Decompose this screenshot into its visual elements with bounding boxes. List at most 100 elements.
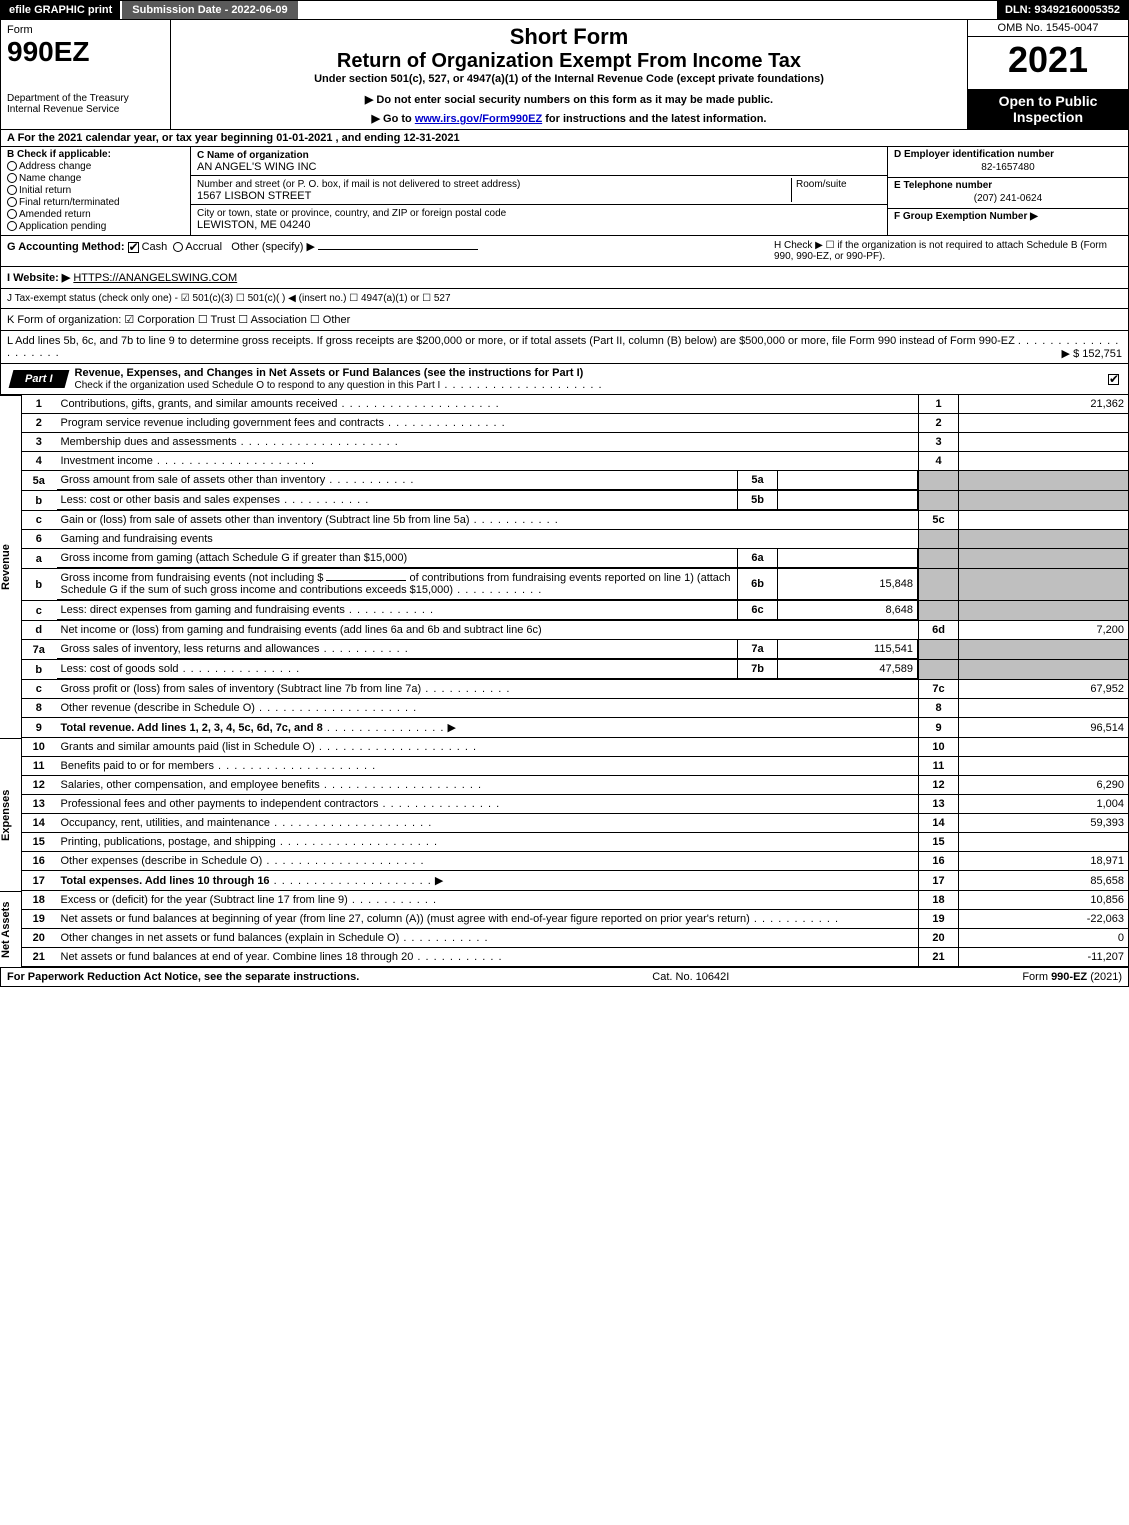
line13-desc: Professional fees and other payments to … [61, 798, 379, 810]
line9-desc: Total revenue. Add lines 1, 2, 3, 4, 5c,… [61, 722, 323, 734]
line6c-desc: Less: direct expenses from gaming and fu… [61, 604, 345, 616]
line5a-desc: Gross amount from sale of assets other t… [61, 474, 326, 486]
row-gh: G Accounting Method: Cash Accrual Other … [0, 236, 1129, 267]
col-def: D Employer identification number 82-1657… [888, 147, 1128, 236]
line1-desc: Contributions, gifts, grants, and simila… [61, 398, 338, 410]
ein-value: 82-1657480 [888, 160, 1128, 178]
org-street: 1567 LISBON STREET [197, 190, 311, 202]
row-j-tax-exempt: J Tax-exempt status (check only one) - ☑… [0, 289, 1129, 309]
line12-value: 6,290 [959, 776, 1129, 795]
revenue-section: Revenue 1Contributions, gifts, grants, a… [0, 395, 1129, 738]
line8-desc: Other revenue (describe in Schedule O) [61, 702, 255, 714]
dept-treasury: Department of the Treasury [7, 93, 129, 104]
row-i-website: I Website: ▶ HTTPS://ANANGELSWING.COM [0, 267, 1129, 289]
room-label: Room/suite [796, 179, 847, 190]
line6d-value: 7,200 [959, 621, 1129, 640]
line4-desc: Investment income [61, 455, 153, 467]
i-label: I Website: ▶ [7, 272, 70, 284]
chk-cash[interactable] [128, 242, 139, 253]
line21-value: -11,207 [959, 948, 1129, 967]
chk-amended-return[interactable] [7, 209, 17, 219]
part1-subtitle: Check if the organization used Schedule … [75, 380, 441, 391]
topbar: efile GRAPHIC print Submission Date - 20… [0, 0, 1129, 20]
omb-number: OMB No. 1545-0047 [968, 20, 1128, 37]
l-text: L Add lines 5b, 6c, and 7b to line 9 to … [7, 335, 1015, 347]
line18-desc: Excess or (deficit) for the year (Subtra… [61, 894, 348, 906]
line6b-desc1: Gross income from fundraising events (no… [61, 572, 324, 584]
chk-schedule-o[interactable] [1108, 374, 1119, 385]
expenses-sidebar: Expenses [0, 738, 22, 891]
line5b-desc: Less: cost or other basis and sales expe… [61, 494, 281, 506]
line7c-desc: Gross profit or (loss) from sales of inv… [61, 683, 422, 695]
dln: DLN: 93492160005352 [997, 1, 1128, 19]
city-label: City or town, state or province, country… [197, 208, 506, 219]
line19-desc: Net assets or fund balances at beginning… [61, 913, 750, 925]
under-section: Under section 501(c), 527, or 4947(a)(1)… [177, 73, 961, 85]
col-c-org: C Name of organization AN ANGEL'S WING I… [191, 147, 888, 236]
line16-value: 18,971 [959, 852, 1129, 871]
expenses-section: Expenses 10Grants and similar amounts pa… [0, 738, 1129, 891]
l-amount: ▶ $ 152,751 [1062, 347, 1122, 360]
revenue-sidebar: Revenue [0, 395, 22, 738]
chk-initial-return[interactable] [7, 185, 17, 195]
netassets-section: Net Assets 18Excess or (deficit) for the… [0, 891, 1129, 967]
line19-value: -22,063 [959, 910, 1129, 929]
chk-accrual[interactable] [173, 242, 183, 252]
line9-value: 96,514 [959, 718, 1129, 738]
line7c-value: 67,952 [959, 680, 1129, 699]
line16-desc: Other expenses (describe in Schedule O) [61, 855, 263, 867]
netassets-table: 18Excess or (deficit) for the year (Subt… [22, 891, 1129, 967]
line17-desc: Total expenses. Add lines 10 through 16 [61, 875, 270, 887]
title-short-form: Short Form [177, 24, 961, 50]
line7b-value: 47,589 [778, 660, 918, 679]
efile-print[interactable]: efile GRAPHIC print [1, 1, 120, 19]
line11-desc: Benefits paid to or for members [61, 760, 214, 772]
line6-desc: Gaming and fundraising events [56, 530, 919, 549]
chk-application-pending[interactable] [7, 221, 17, 231]
chk-final-return[interactable] [7, 197, 17, 207]
line6d-desc: Net income or (loss) from gaming and fun… [61, 624, 542, 636]
line2-desc: Program service revenue including govern… [61, 417, 384, 429]
irs-link[interactable]: www.irs.gov/Form990EZ [415, 113, 542, 125]
line6b-value: 15,848 [778, 569, 918, 600]
line7a-desc: Gross sales of inventory, less returns a… [61, 643, 320, 655]
line20-value: 0 [959, 929, 1129, 948]
footer-left: For Paperwork Reduction Act Notice, see … [7, 971, 359, 983]
revenue-table: 1Contributions, gifts, grants, and simil… [22, 395, 1129, 738]
line7a-value: 115,541 [778, 640, 918, 659]
d-ein-label: D Employer identification number [894, 149, 1122, 160]
row-k-form-org: K Form of organization: ☑ Corporation ☐ … [0, 309, 1129, 331]
submission-date: Submission Date - 2022-06-09 [120, 1, 297, 19]
form-number: 990EZ [7, 36, 90, 67]
line7b-desc: Less: cost of goods sold [61, 663, 179, 675]
ssn-warning: ▶ Do not enter social security numbers o… [177, 93, 961, 106]
b-header: B Check if applicable: [7, 149, 111, 160]
expenses-table: 10Grants and similar amounts paid (list … [22, 738, 1129, 891]
form-header: Form 990EZ Short Form Return of Organiza… [0, 20, 1129, 130]
form-label: Form [7, 24, 33, 36]
line13-value: 1,004 [959, 795, 1129, 814]
g-label: G Accounting Method: [7, 241, 125, 253]
chk-name-change[interactable] [7, 173, 17, 183]
row-l-gross-receipts: L Add lines 5b, 6c, and 7b to line 9 to … [0, 331, 1129, 364]
irs-label: Internal Revenue Service [7, 104, 119, 115]
line14-value: 59,393 [959, 814, 1129, 833]
chk-address-change[interactable] [7, 161, 17, 171]
part1-tab: Part I [9, 370, 69, 388]
line5c-desc: Gain or (loss) from sale of assets other… [61, 514, 470, 526]
line10-desc: Grants and similar amounts paid (list in… [61, 741, 315, 753]
footer-formno: Form 990-EZ (2021) [1022, 971, 1122, 983]
line17-value: 85,658 [959, 871, 1129, 891]
col-b-checkboxes: B Check if applicable: Address change Na… [1, 147, 191, 236]
line6c-value: 8,648 [778, 601, 918, 620]
org-name: AN ANGEL'S WING INC [197, 161, 316, 173]
c-name-label: C Name of organization [197, 150, 309, 161]
row-a-tax-year: A For the 2021 calendar year, or tax yea… [0, 130, 1129, 147]
tel-value: (207) 241-0624 [888, 191, 1128, 209]
title-return: Return of Organization Exempt From Incom… [177, 50, 961, 73]
website-link[interactable]: HTTPS://ANANGELSWING.COM [73, 272, 237, 284]
footer-catno: Cat. No. 10642I [359, 971, 1022, 983]
part1-title: Revenue, Expenses, and Changes in Net As… [67, 364, 1108, 394]
goto-link-line: ▶ Go to www.irs.gov/Form990EZ for instru… [177, 112, 961, 125]
f-group-label: F Group Exemption Number ▶ [894, 209, 1122, 222]
